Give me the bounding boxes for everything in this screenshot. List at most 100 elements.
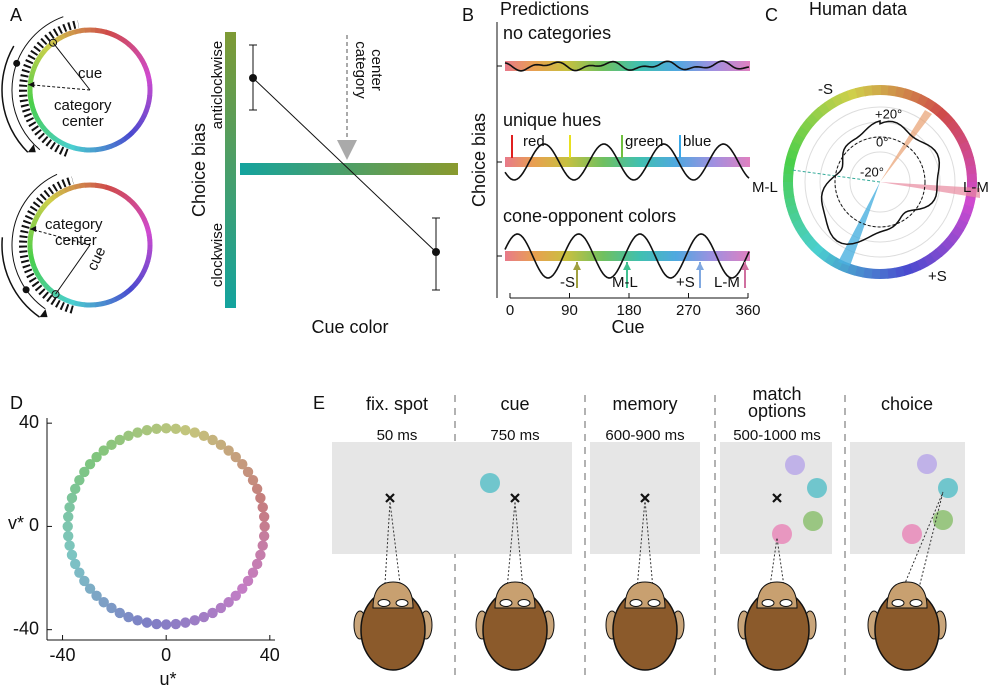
axis-label: u* xyxy=(159,669,176,688)
stage-title: fix. spot xyxy=(366,394,428,414)
stimulus xyxy=(772,524,792,544)
color-wheel-segment xyxy=(964,156,976,168)
color-wheel-segment xyxy=(35,273,43,281)
stimulus-dot xyxy=(70,558,81,570)
prediction-curve xyxy=(504,143,750,181)
panel-label: D xyxy=(10,393,23,413)
bias-dot xyxy=(22,286,30,294)
stimulus-dot xyxy=(223,597,234,608)
color-wheel-segment xyxy=(94,27,102,34)
stimulus-dot xyxy=(251,558,263,570)
stimulus-dot xyxy=(74,474,85,486)
eye xyxy=(647,599,661,607)
color-wheel-segment xyxy=(143,259,151,267)
color-wheel-segment xyxy=(109,142,117,149)
fixation-cross xyxy=(510,493,520,503)
color-wheel-segment xyxy=(805,112,820,127)
color-wheel-segment xyxy=(99,183,107,190)
color-wheel-segment xyxy=(41,126,50,135)
color-wheel-segment xyxy=(53,136,62,145)
color-wheel-segment xyxy=(122,38,131,47)
color-wheel-segment xyxy=(817,101,831,116)
color-wheel-segment xyxy=(961,148,974,161)
marker-label: +S xyxy=(676,274,695,291)
color-wheel-segment xyxy=(58,33,67,41)
panel-title: Predictions xyxy=(500,0,589,19)
color-wheel-segment xyxy=(42,200,50,209)
color-wheel-segment xyxy=(130,200,139,209)
y-tick-label: 40 xyxy=(19,412,39,432)
axis-name: M-L xyxy=(752,179,778,196)
stimulus-dot xyxy=(106,439,117,451)
color-wheel-segment xyxy=(145,73,152,81)
stimulus-dot xyxy=(91,590,102,601)
cue-dot xyxy=(49,38,58,47)
stimulus-dot xyxy=(237,583,248,594)
stimulus-dot xyxy=(79,466,90,478)
ring-label: 0° xyxy=(876,134,888,149)
stimulus-dot xyxy=(189,427,200,438)
color-wheel-segment xyxy=(139,213,147,222)
stimulus-dot xyxy=(215,439,227,451)
color-wheel-segment xyxy=(824,97,838,111)
stimulus-dot xyxy=(98,597,109,608)
color-wheel-segment xyxy=(950,225,965,239)
color-wheel-segment xyxy=(838,260,851,274)
color-wheel-segment xyxy=(133,122,142,131)
stimulus xyxy=(938,478,958,498)
color-wheel-segment xyxy=(33,213,41,221)
stimulus-dot xyxy=(180,617,191,628)
color-wheel-segment xyxy=(886,267,897,279)
stimulus xyxy=(480,473,500,493)
color-wheel-segment xyxy=(33,113,41,122)
stimulus-dot xyxy=(141,425,153,436)
stimulus-dot xyxy=(62,521,73,532)
color-wheel-segment xyxy=(853,265,865,278)
color-wheel-segment xyxy=(145,228,152,236)
color-wheel-segment xyxy=(923,97,937,112)
color-wheel-segment xyxy=(811,107,825,121)
color-wheel-segment xyxy=(951,126,965,140)
fixation-cross xyxy=(640,493,650,503)
marker-label: -S xyxy=(560,274,575,291)
row-title: unique hues xyxy=(503,110,601,130)
color-wheel-segment xyxy=(79,182,86,189)
color-wheel-segment xyxy=(73,28,81,35)
stimulus-dot xyxy=(66,492,78,504)
arrow-head xyxy=(337,140,357,160)
color-wheel-segment xyxy=(929,248,943,263)
stimulus xyxy=(933,510,953,530)
stimulus-dot xyxy=(170,618,182,630)
stimulus-dot xyxy=(258,511,270,523)
color-wheel-segment xyxy=(104,299,112,306)
eye xyxy=(499,599,513,607)
color-wheel-segment xyxy=(27,249,34,256)
color-wheel-segment xyxy=(41,281,50,290)
color-wheel-segment xyxy=(955,133,969,147)
stimulus-dot xyxy=(114,607,125,619)
color-wheel-segment xyxy=(139,114,147,122)
color-wheel-segment xyxy=(29,259,36,267)
stimulus-dot xyxy=(230,451,241,463)
color-wheel-segment xyxy=(846,88,859,101)
color-wheel-segment xyxy=(795,224,809,238)
color-wheel-segment xyxy=(62,141,71,149)
color-wheel-segment xyxy=(895,86,907,99)
x-tick-label: -40 xyxy=(50,645,76,665)
color-wheel-segment xyxy=(784,196,796,208)
axis-label: Choice bias xyxy=(469,113,489,207)
color-wheel-segment xyxy=(68,143,76,151)
color-wheel-segment xyxy=(68,184,76,191)
range-arc xyxy=(11,173,58,310)
category-label: center xyxy=(55,232,97,249)
color-wheel-segment xyxy=(99,300,107,307)
eye xyxy=(517,599,531,607)
color-wheel-segment xyxy=(99,28,107,35)
stimulus-dot xyxy=(160,423,172,434)
color-wheel-segment xyxy=(122,193,131,202)
stimulus-dot xyxy=(114,434,125,446)
eye xyxy=(395,599,409,607)
color-wheel-segment xyxy=(33,268,41,277)
category-label: category xyxy=(54,97,112,114)
